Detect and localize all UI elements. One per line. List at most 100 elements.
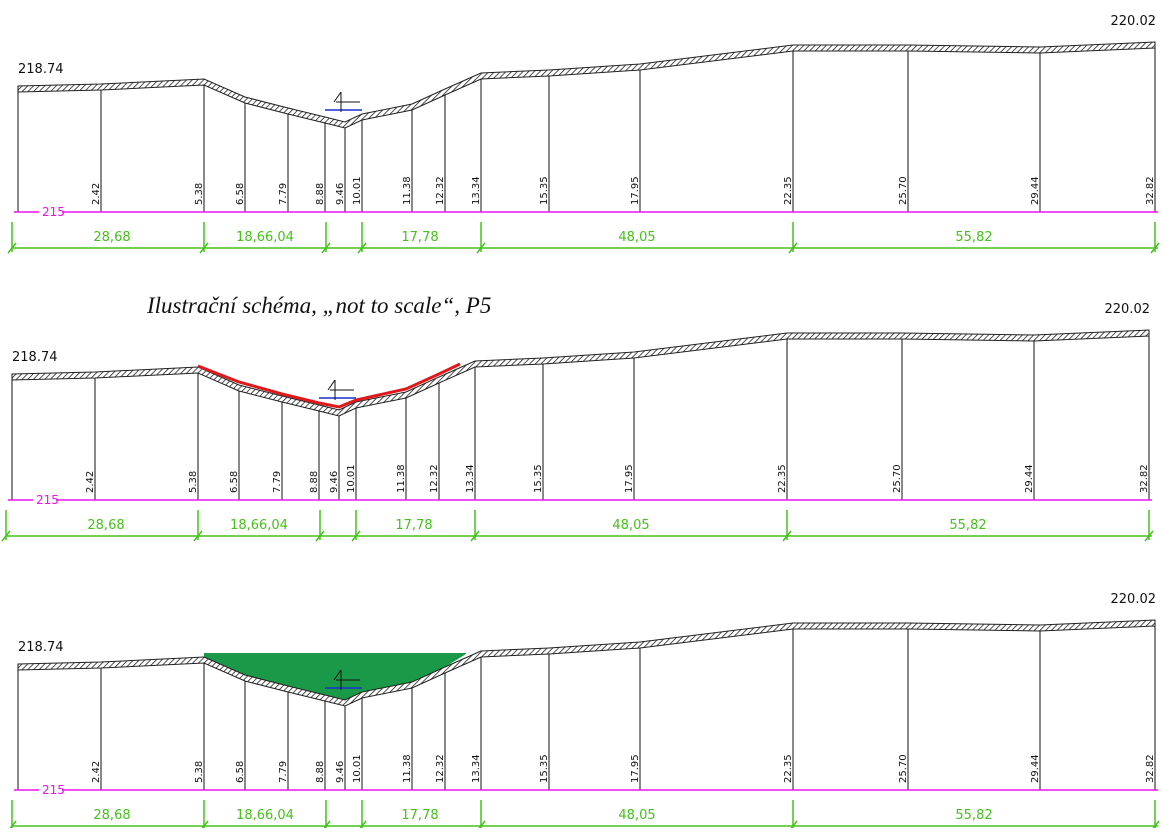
segment-label: 18,66,04: [236, 808, 294, 823]
terrain-band: [11, 329, 1150, 417]
dimension-tick-mark: [7, 242, 17, 254]
distance-label: 6.58: [229, 471, 240, 493]
dimension-tick-mark: [470, 530, 480, 542]
section-panel-3: 2.42 5.38 6.58 7.79 8.88 9.46 10.01 11.38 12.32 1…: [7, 592, 1160, 832]
elevation-left: 218.74: [12, 350, 58, 365]
distance-label: 10.01: [352, 176, 363, 205]
caption: Ilustrační schéma, „not to scale“, P5: [147, 293, 492, 318]
datum-label: 215: [42, 783, 65, 797]
water-level-symbol-icon: [327, 379, 354, 400]
distance-label: 10.01: [346, 464, 357, 493]
segment-label: 28,68: [93, 808, 130, 823]
distance-label: 7.79: [278, 761, 289, 783]
section-panel-2: 2.42 5.38 6.58 7.79 8.88 9.46 10.01 11.38 12.32 1…: [1, 302, 1154, 542]
datum-label: 215: [36, 493, 59, 507]
dimension-tick-mark: [315, 530, 325, 542]
distance-label: 9.46: [335, 761, 346, 783]
distance-label: 32.82: [1145, 176, 1156, 205]
segment-label: 18,66,04: [230, 518, 288, 533]
distance-label: 32.82: [1139, 464, 1150, 493]
segment-label: 28,68: [93, 230, 130, 245]
distance-label: 13.34: [471, 176, 482, 205]
dimension-tick-mark: [476, 242, 486, 254]
distance-label: 15.35: [533, 464, 544, 493]
distance-label: 9.46: [329, 471, 340, 493]
distance-label: 13.34: [471, 754, 482, 783]
segment-label: 55,82: [955, 230, 992, 245]
datum-label-bg: [39, 784, 62, 797]
dimension-tick-mark: [321, 242, 331, 254]
segment-label: 55,82: [949, 518, 986, 533]
datum-label-bg: [33, 494, 56, 507]
dimension-tick-mark: [193, 530, 203, 542]
distance-label: 12.32: [435, 754, 446, 783]
segment-label: 17,78: [401, 230, 438, 245]
distance-label: 6.58: [235, 183, 246, 205]
datum-label-bg: [39, 206, 62, 219]
dimension-tick-mark: [1150, 242, 1160, 254]
water-level-symbol-icon: [333, 669, 360, 690]
segment-label: 17,78: [401, 808, 438, 823]
distance-label: 2.42: [91, 183, 102, 205]
distance-label: 12.32: [435, 176, 446, 205]
distance-label: 11.38: [402, 176, 413, 205]
dimension-tick-mark: [1144, 530, 1154, 542]
distance-label: 17.95: [630, 754, 641, 783]
dimension-tick-mark: [351, 530, 361, 542]
distance-label: 15.35: [539, 176, 550, 205]
distance-label: 2.42: [91, 761, 102, 783]
dimension-tick-mark: [357, 242, 367, 254]
dimension-tick-mark: [199, 242, 209, 254]
terrain-band: [17, 619, 1156, 707]
segment-label: 18,66,04: [236, 230, 294, 245]
distance-label: 13.34: [465, 464, 476, 493]
distance-label: 29.44: [1030, 754, 1041, 783]
distance-label: 5.38: [188, 471, 199, 493]
distance-label: 25.70: [898, 754, 909, 783]
terrain-band: [17, 41, 1156, 129]
distance-label: 8.88: [309, 471, 320, 493]
distance-label: 7.79: [272, 471, 283, 493]
distance-label: 11.38: [402, 754, 413, 783]
distance-label: 9.46: [335, 183, 346, 205]
segment-label: 55,82: [955, 808, 992, 823]
distance-label: 2.42: [85, 471, 96, 493]
elevation-right: 220.02: [1105, 302, 1151, 317]
distance-label: 8.88: [315, 183, 326, 205]
distance-label: 8.88: [315, 761, 326, 783]
elevation-right: 220.02: [1111, 592, 1157, 607]
distance-label: 22.35: [783, 754, 794, 783]
distance-label: 7.79: [278, 183, 289, 205]
dimension-tick-mark: [1, 530, 11, 542]
distance-label: 29.44: [1030, 176, 1041, 205]
symbol-stroke: [333, 669, 342, 681]
segment-label: 28,68: [87, 518, 124, 533]
segment-label: 48,05: [618, 808, 655, 823]
distance-label: 29.44: [1024, 464, 1035, 493]
distance-label: 6.58: [235, 761, 246, 783]
depression-fill: [204, 653, 466, 700]
water-level-symbol-icon: [333, 91, 360, 112]
distance-label: 5.38: [194, 761, 205, 783]
dimension-tick-mark: [782, 530, 792, 542]
distance-label: 12.32: [429, 464, 440, 493]
distance-label: 17.95: [630, 176, 641, 205]
elevation-right: 220.02: [1111, 14, 1157, 29]
distance-label: 22.35: [777, 464, 788, 493]
dimension-tick-mark: [788, 242, 798, 254]
distance-label: 10.01: [352, 754, 363, 783]
distance-label: 11.38: [396, 464, 407, 493]
distance-label: 17.95: [624, 464, 635, 493]
elevation-left: 218.74: [18, 62, 64, 77]
datum-label: 215: [42, 205, 65, 219]
section-panel-1: 2.42 5.38 6.58 7.79 8.88 9.46 10.01 11.38 12.32 1…: [7, 14, 1160, 254]
segment-label: 48,05: [612, 518, 649, 533]
distance-label: 15.35: [539, 754, 550, 783]
elevation-left: 218.74: [18, 640, 64, 655]
symbol-stroke: [333, 91, 342, 103]
segment-label: 17,78: [395, 518, 432, 533]
distance-label: 32.82: [1145, 754, 1156, 783]
symbol-stroke: [327, 379, 336, 391]
